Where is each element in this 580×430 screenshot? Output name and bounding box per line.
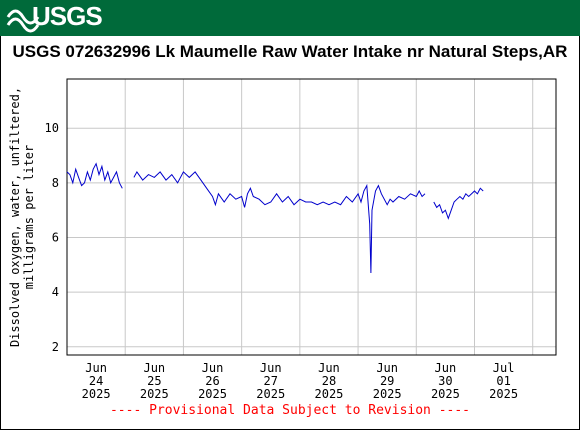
x-tick-label: 24 [89, 374, 103, 388]
x-tick-label: Jun [318, 361, 340, 375]
x-tick-label: 2025 [256, 387, 285, 401]
chart-title: USGS 072632996 Lk Maumelle Raw Water Int… [12, 42, 568, 61]
x-tick-label: Jun [435, 361, 457, 375]
y-ticks: 2 4 6 8 10 [45, 121, 59, 354]
x-tick-label: 27 [264, 374, 278, 388]
series-line [433, 187, 484, 220]
x-tick-label: 2025 [140, 387, 169, 401]
x-tick-label: Jun [202, 361, 224, 375]
x-tick-label: Jun [143, 361, 165, 375]
x-tick-label: 2025 [489, 387, 518, 401]
provisional-notice: ---- Provisional Data Subject to Revisio… [109, 403, 471, 418]
x-tick-label: Jul [493, 361, 515, 375]
y-tick-label: 4 [52, 285, 59, 299]
plot-area [66, 78, 557, 356]
x-tick-label: 26 [205, 374, 219, 388]
series-line [133, 170, 426, 274]
x-tick-label: 28 [322, 374, 336, 388]
x-tick-label: 25 [147, 374, 161, 388]
y-axis-label-line2: milligrams per liter [22, 145, 36, 290]
x-tick-label: 29 [380, 374, 394, 388]
y-tick-label: 2 [52, 340, 59, 354]
data-series [66, 162, 484, 274]
x-ticks: Jun242025Jun252025Jun262025Jun272025Jun2… [82, 361, 518, 401]
series-line [66, 162, 123, 189]
y-tick-label: 8 [52, 176, 59, 190]
x-tick-label: 2025 [198, 387, 227, 401]
x-tick-label: 30 [438, 374, 452, 388]
grid [67, 79, 556, 355]
x-tick-label: 2025 [82, 387, 111, 401]
usgs-banner: USGS [0, 0, 580, 36]
y-tick-label: 10 [45, 121, 59, 135]
y-tick-label: 6 [52, 230, 59, 244]
x-tick-label: 2025 [431, 387, 460, 401]
x-tick-label: Jun [85, 361, 107, 375]
usgs-logo-text: USGS [32, 1, 103, 31]
x-tick-label: 01 [496, 374, 510, 388]
y-axis-label-line1: Dissolved oxygen, water, unfiltered, [8, 87, 22, 347]
x-tick-label: Jun [260, 361, 282, 375]
x-tick-label: 2025 [373, 387, 402, 401]
x-tick-label: Jun [376, 361, 398, 375]
usgs-logo-icon [6, 9, 40, 33]
x-tick-label: 2025 [315, 387, 344, 401]
